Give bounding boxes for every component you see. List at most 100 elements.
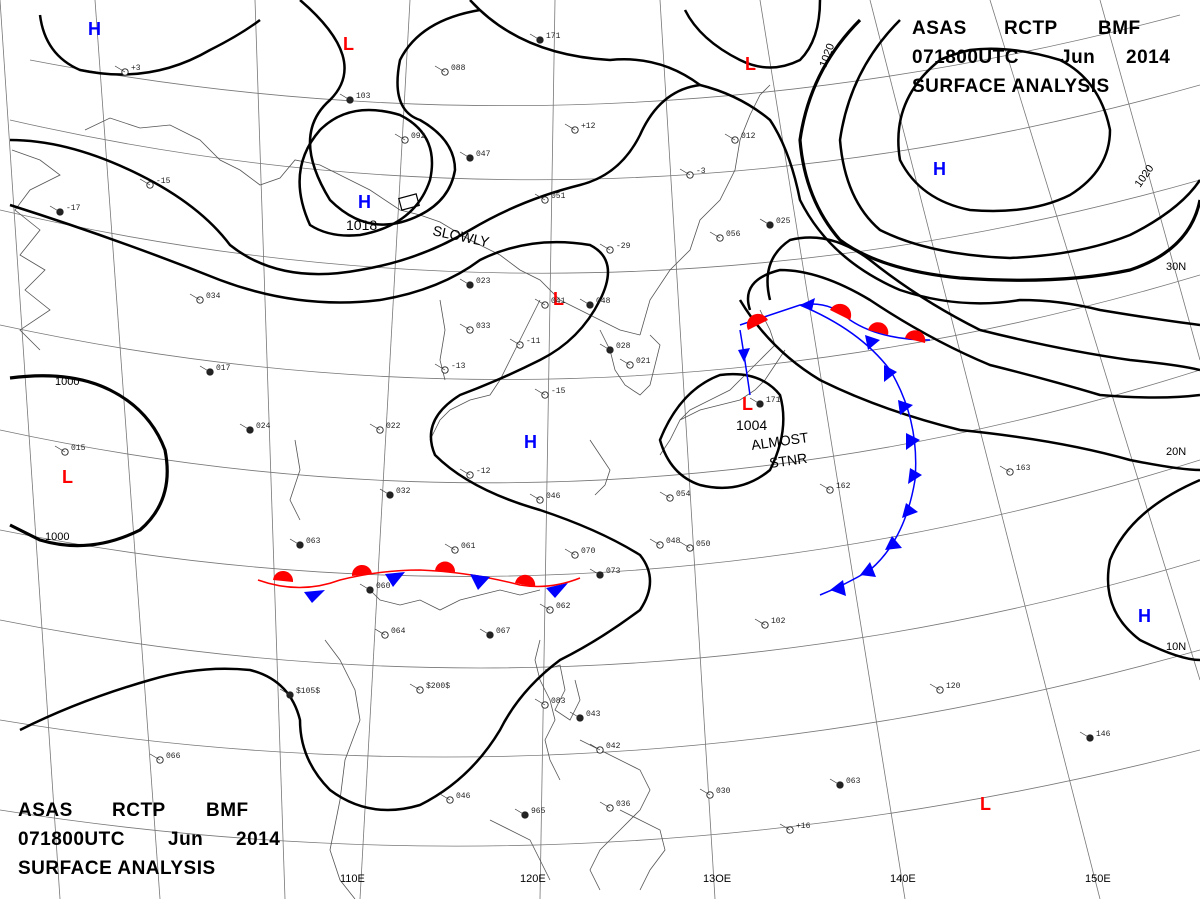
station-value: -13 [451,362,466,371]
station-value: 162 [836,482,851,491]
station-value: 102 [771,617,786,626]
wind-barb [434,363,446,371]
wind-barb [359,583,371,591]
wind-barb [459,468,471,476]
low-center-typhoon: L [742,394,753,414]
header-top-month: Jun [1060,47,1095,68]
station-value: 047 [476,150,491,159]
station-value: 022 [386,422,401,431]
wind-barb [679,541,691,549]
station-value: 061 [461,542,476,551]
station-value: 051 [551,192,566,201]
wind-barb [339,93,351,101]
wind-barb [819,483,831,491]
wind-barb [569,711,581,719]
wind-barb [459,151,471,159]
lon-label: 110E [340,873,365,885]
station-value: 073 [606,567,621,576]
station-value: 070 [581,547,596,556]
station-value: -11 [526,337,541,346]
station-value: 060 [376,582,391,591]
station-value: 066 [166,752,181,761]
wind-barb [599,801,611,809]
header-top: ASAS RCTP BMF 071800UTC Jun 2014 SURFACE… [912,18,1170,97]
lat-label: 30N [1166,261,1186,273]
high-center-ne: H [933,159,946,179]
header-top-title: SURFACE ANALYSIS [912,76,1110,97]
wind-barb [534,698,546,706]
station-value: 041 [551,297,566,306]
wind-barb [479,628,491,636]
station-value: 046 [456,792,471,801]
header-bottom-bmf: BMF [206,800,249,821]
station-value: -15 [551,387,566,396]
wind-barb [564,123,576,131]
station-value: 023 [476,277,491,286]
wind-barb [439,793,451,801]
wind-barb [459,323,471,331]
wind-barb [599,343,611,351]
station-value: 120 [946,682,961,691]
header-top-year: 2014 [1126,47,1170,68]
header-top-bmf: BMF [1098,18,1141,39]
station-value: 032 [396,487,411,496]
station-value: 163 [1016,464,1031,473]
station-value: -12 [476,467,491,476]
wind-barb [379,488,391,496]
station-value: +3 [131,64,141,73]
wind-barb [514,808,526,816]
station-value: 048 [666,537,681,546]
lon-label: 120E [520,873,546,885]
station-value: 083 [551,697,566,706]
wind-barb [459,278,471,286]
isobars [9,0,1200,812]
station-value: -29 [616,242,631,251]
wind-barb [114,65,126,73]
station-value: 146 [1096,730,1111,739]
high-center-center: H [524,432,537,452]
wind-barb [589,568,601,576]
station-value: 063 [306,537,321,546]
station-value: 046 [546,492,561,501]
header-top-asas: ASAS [912,18,967,39]
wind-barb [619,358,631,366]
station-value: 063 [846,777,861,786]
lon-label: 140E [890,873,916,885]
station-value: 965 [531,807,546,816]
station-value: -15 [156,177,171,186]
high-center-nw: H [88,19,101,39]
wind-barb [139,178,151,186]
station-value: 048 [596,297,611,306]
station-value: 017 [216,364,231,373]
wind-barb [829,778,841,786]
wind-barb [699,788,711,796]
wind-barb [709,231,721,239]
wind-barb [374,628,386,636]
station-value: 028 [616,342,631,351]
wind-barb [239,423,251,431]
header-bottom-time: 071800UTC [18,829,125,850]
header-top-time: 071800UTC [912,47,1019,68]
wind-barb [534,193,546,201]
header-top-rctp: RCTP [1004,18,1058,39]
station-value: 024 [256,422,271,431]
wind-barb [724,133,736,141]
station-value: 033 [476,322,491,331]
station-value: 054 [676,490,691,499]
low-center-mid: L [553,289,564,309]
grid-labels: 110E 120E 13OE 140E 150E 30N 20N 10N [340,261,1186,885]
station-value: +12 [581,122,596,131]
wind-barb [509,338,521,346]
station-value: -17 [66,204,81,213]
wind-barb [529,33,541,41]
low-center-se: L [980,794,991,814]
station-value: 043 [586,710,601,719]
wind-barb [999,465,1011,473]
wind-barb [679,168,691,176]
station-value: 042 [606,742,621,751]
wind-barb [579,298,591,306]
station-value: 025 [776,217,791,226]
wind-barb [54,445,66,453]
station-value: 030 [716,787,731,796]
pressure-centers: H L L H H 1018 L L H L 1004 H L [62,19,1151,814]
